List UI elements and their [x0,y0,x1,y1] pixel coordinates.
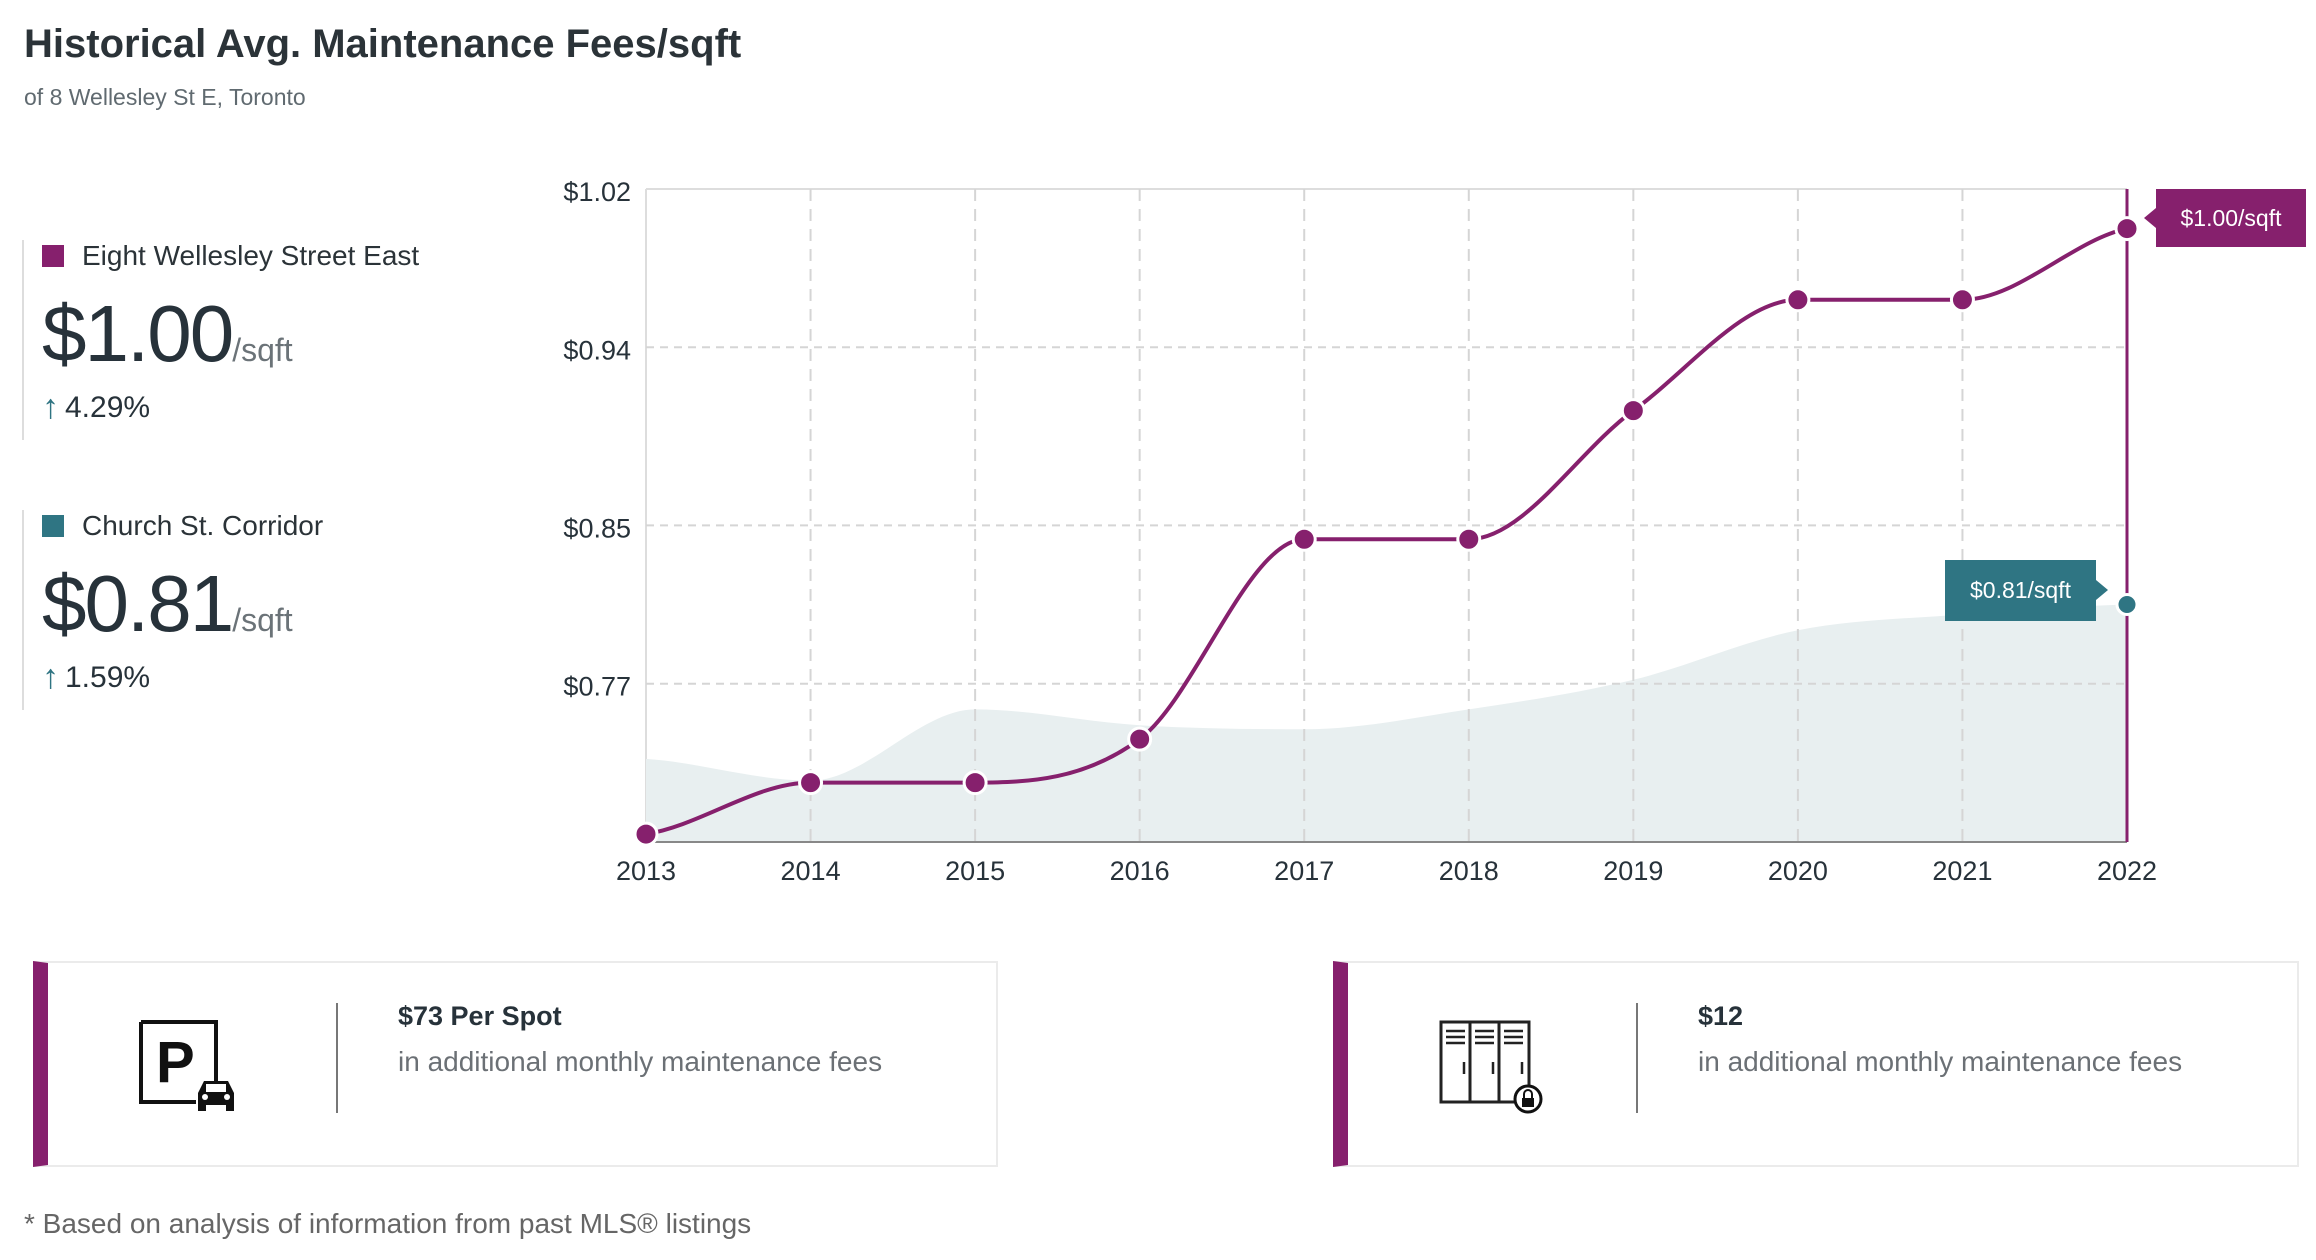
x-tick-label: 2014 [781,856,841,886]
x-tick-label: 2021 [1932,856,1992,886]
change-percent: 4.29% [65,390,151,424]
data-point [2114,216,2140,242]
x-tick-label: 2022 [2097,856,2157,886]
data-point [1127,726,1153,752]
y-tick-label: $0.94 [563,335,631,365]
parking-icon: P [139,1020,234,1111]
data-point [1456,526,1482,552]
area-end-point [2115,593,2139,617]
tooltip-pointer [2096,580,2108,600]
locker-icon [1439,1020,1543,1114]
line-chart[interactable]: $1.02 $0.94 $0.85 $0.77 2013 2014 2015 2016 2017… [0,0,2316,900]
footnote: * Based on analysis of information from … [24,1208,752,1239]
x-tick-label: 2019 [1603,856,1663,886]
legend-swatch [42,515,64,537]
data-point [1949,287,1975,313]
chart-title: Historical Avg. Maintenance Fees/sqft [24,22,742,66]
data-point [1785,287,1811,313]
card-heading: $73 Per Spot [398,1001,562,1031]
legend-label: Church St. Corridor [82,510,324,541]
tooltip-building: $1.00/sqft [2156,189,2306,247]
legend-label: Eight Wellesley Street East [82,240,420,271]
chart-subtitle: of 8 Wellesley St E, Toronto [24,84,306,110]
data-point [962,770,988,796]
value-unit: /sqft [232,332,293,368]
legend-swatch [42,245,64,267]
locker-fee-card: $12 in additional monthly maintenance fe… [1333,961,2299,1167]
tooltip-label: $0.81/sqft [1969,577,2072,603]
data-point [1620,398,1646,424]
tooltip-label: $1.00/sqft [2180,204,2282,231]
x-tick-label: 2018 [1439,856,1499,886]
tooltip-pointer [2144,208,2156,228]
divider [336,1003,338,1113]
legend-item-area: Church St. Corridor $0.81/sqft ↑ 1.59% [22,510,522,710]
y-tick-label: $1.02 [563,177,631,207]
card-description: in additional monthly maintenance fees [398,1046,883,1077]
current-value: $0.81 [42,559,234,648]
y-tick-label: $0.85 [563,513,631,543]
arrow-up-icon: ↑ [42,658,59,696]
divider [1636,1003,1638,1113]
value-unit: /sqft [232,602,293,638]
card-description: in additional monthly maintenance fees [1698,1046,2183,1077]
x-tick-label: 2013 [616,856,676,886]
card-heading: $12 [1698,1001,1744,1031]
area-series-church [646,604,2127,842]
arrow-up-icon: ↑ [42,388,59,426]
data-point [798,770,824,796]
line-series-building [645,226,2128,837]
x-tick-label: 2017 [1274,856,1334,886]
current-value: $1.00 [42,289,234,378]
data-point [1291,526,1317,552]
svg-text:P: P [156,1030,195,1095]
x-tick-label: 2020 [1768,856,1828,886]
legend-item-building: Eight Wellesley Street East $1.00/sqft ↑… [22,240,522,440]
x-tick-label: 2016 [1110,856,1170,886]
data-point [633,821,659,847]
tooltip-area: $0.81/sqft [1945,560,2096,621]
parking-fee-card: P $73 Per Spot in additional monthly mai… [33,961,998,1167]
y-tick-label: $0.77 [563,672,631,702]
change-percent: 1.59% [65,660,151,694]
x-tick-label: 2015 [945,856,1005,886]
